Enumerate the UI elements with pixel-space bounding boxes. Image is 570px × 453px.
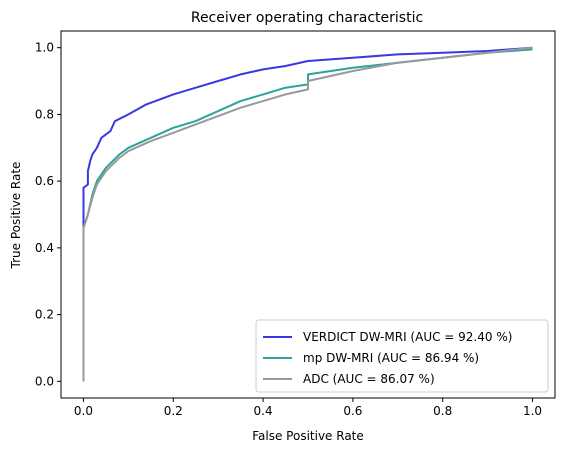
x-tick-label: 1.0: [523, 404, 542, 418]
x-tick-label: 0.6: [343, 404, 362, 418]
plot-area: [60, 30, 556, 399]
legend-label-1: mp DW-MRI (AUC = 86.94 %): [303, 351, 479, 365]
legend: VERDICT DW-MRI (AUC = 92.40 %) mp DW-MRI …: [255, 319, 549, 393]
x-tick-label: 0.2: [164, 404, 183, 418]
series-line-0: [82, 46, 533, 382]
axis-ticks: 0.0 0.2 0.4 0.6 0.8 1.0 0.0 0.2 0.4 0.6 0.8 1.0: [35, 41, 542, 418]
y-tick-label: 0.2: [35, 308, 54, 322]
y-tick-label: 0.8: [35, 107, 54, 121]
y-tick-label: 0.6: [35, 174, 54, 188]
y-tick-label: 1.0: [35, 41, 54, 55]
series-line-2: [82, 46, 533, 382]
series-line-1: [82, 48, 533, 382]
series-lines: [82, 46, 533, 382]
x-axis-title: False Positive Rate: [252, 429, 364, 443]
x-tick-label: 0.4: [254, 404, 273, 418]
chart-title: Receiver operating characteristic: [191, 10, 423, 26]
legend-frame: [255, 319, 549, 393]
y-tick-label: 0.4: [35, 241, 54, 255]
x-tick-label: 0.8: [433, 404, 452, 418]
x-tick-label: 0.0: [74, 404, 93, 418]
y-axis-title: True Positive Rate: [9, 162, 23, 270]
legend-label-2: ADC (AUC = 86.07 %): [303, 372, 435, 386]
y-tick-label: 0.0: [35, 374, 54, 388]
legend-label-0: VERDICT DW-MRI (AUC = 92.40 %): [303, 330, 512, 344]
